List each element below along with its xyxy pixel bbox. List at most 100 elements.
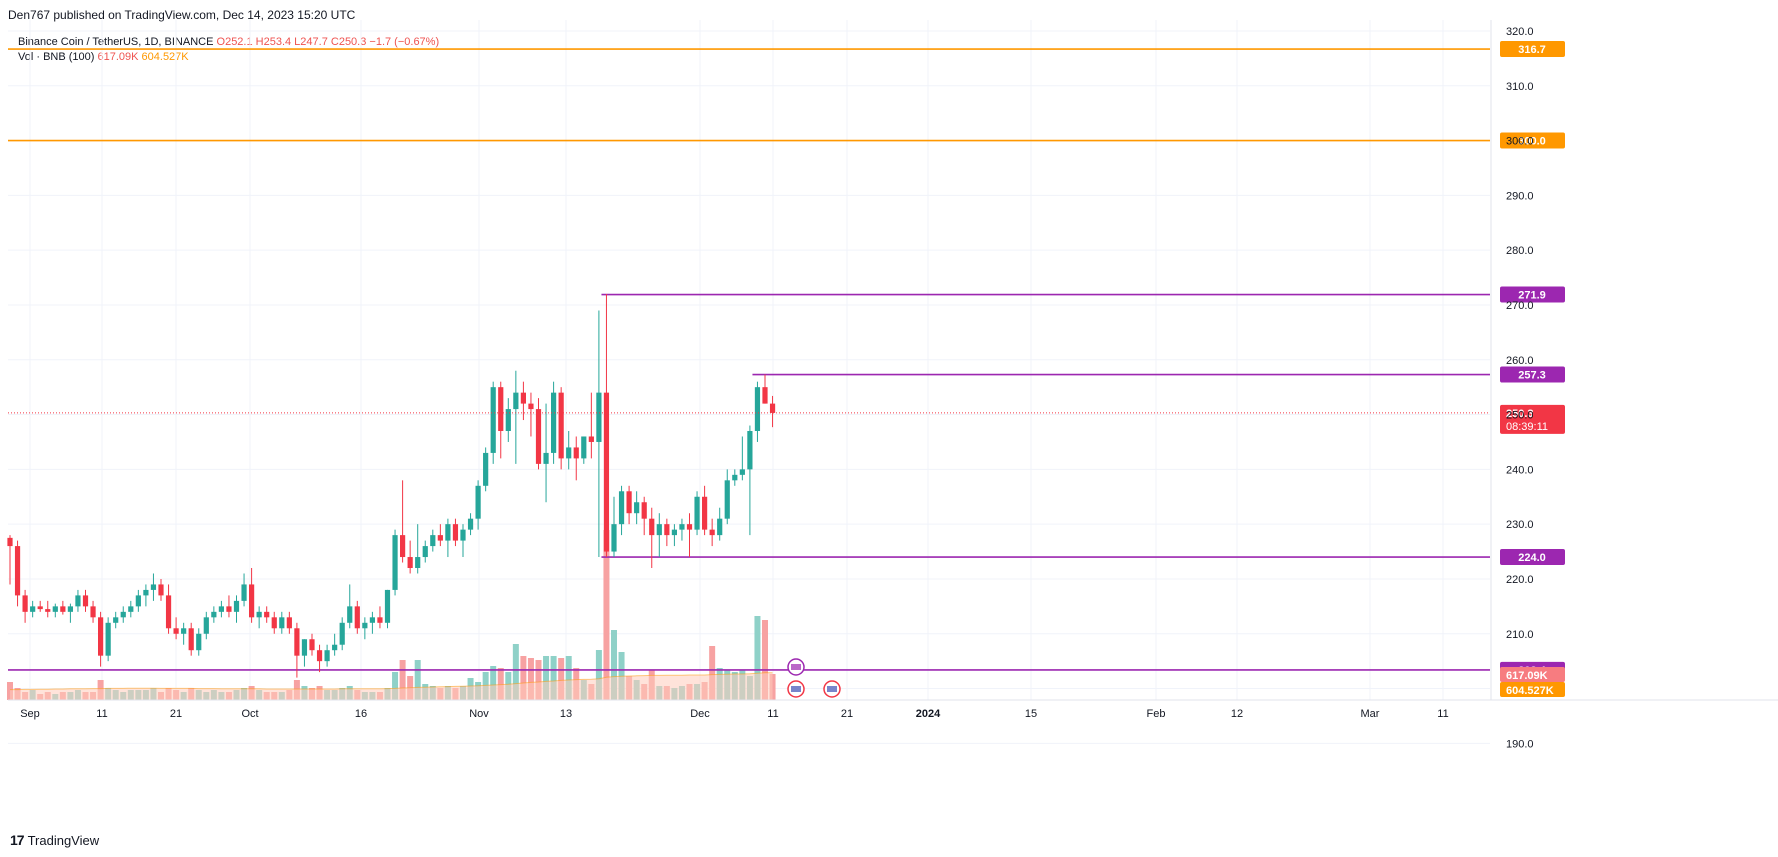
price-tick-label: 250.0 <box>1506 410 1534 422</box>
candle-body <box>732 474 738 481</box>
candle-body <box>135 595 141 607</box>
candle-body <box>14 546 21 596</box>
candle-body <box>513 392 519 410</box>
level-price-tag <box>1500 549 1565 566</box>
symbol-legend-row: Binance Coin / TetherUS, 1D, BINANCE O25… <box>18 35 439 50</box>
volume-bar <box>497 668 504 700</box>
candle-body <box>196 633 202 651</box>
candle-body <box>377 617 383 623</box>
price-tick-label: 240.0 <box>1506 464 1534 476</box>
candle-body <box>445 524 451 541</box>
volume-bar <box>565 656 572 700</box>
candle-body <box>566 447 572 459</box>
candle-body <box>203 617 209 634</box>
candle-body <box>754 387 761 431</box>
volume-indicator-label[interactable]: Vol · BNB (100) <box>18 51 95 63</box>
time-tick-label: 16 <box>355 708 367 720</box>
candle-body <box>483 452 489 486</box>
candle-body <box>641 502 647 519</box>
volume-ma-tag-label: 604.527K <box>1506 685 1554 697</box>
candle-body <box>475 485 481 519</box>
level-price-tag <box>1500 286 1565 303</box>
price-tick-label: 280.0 <box>1506 245 1534 257</box>
candle-body <box>233 600 240 612</box>
time-tick-label: 11 <box>96 708 107 720</box>
candle-body <box>671 529 677 536</box>
price-tick-label: 210.0 <box>1506 629 1534 641</box>
candle-body <box>505 409 511 431</box>
time-tick-label: 12 <box>1231 708 1243 720</box>
volume-legend-row: Vol · BNB (100) 617.09K 604.527K <box>18 50 439 65</box>
candle-body <box>211 611 217 618</box>
candle-body <box>573 447 579 459</box>
candle-body <box>264 611 270 618</box>
candle-body <box>22 595 28 612</box>
time-tick-label: 13 <box>560 708 572 720</box>
candle-body <box>596 392 602 442</box>
level-price-label: 316.7 <box>1518 44 1546 56</box>
candle-body <box>188 628 194 651</box>
candle-body <box>384 589 391 623</box>
candle-body <box>249 584 255 618</box>
time-tick-label: 21 <box>170 708 182 720</box>
candle-body <box>165 595 172 629</box>
price-tick-label: 190.0 <box>1506 738 1534 750</box>
candle-body <box>369 617 375 623</box>
candle-body <box>415 557 421 568</box>
candle-body <box>218 606 224 612</box>
candle-body <box>452 524 459 541</box>
price-tick-label: 290.0 <box>1506 190 1534 202</box>
tradingview-brand-text[interactable]: TradingView <box>27 832 100 848</box>
chart-grid <box>8 20 1492 744</box>
candle-body <box>543 452 549 464</box>
candle-body <box>528 403 534 410</box>
chart-legend: Binance Coin / TetherUS, 1D, BINANCE O25… <box>18 35 439 65</box>
candle-body <box>332 644 338 651</box>
candle-body <box>226 606 232 612</box>
candle-body <box>143 589 149 596</box>
candle-body <box>120 611 126 618</box>
candle-body <box>679 524 685 530</box>
candle-body <box>241 584 247 601</box>
volume-value-tag-label: 617.09K <box>1506 670 1548 682</box>
candle-body <box>324 650 330 662</box>
candle-body <box>717 518 723 536</box>
candle-body <box>618 491 625 525</box>
candle-body <box>37 606 43 610</box>
candle-body <box>702 496 708 530</box>
candle-body <box>279 617 285 629</box>
candle-body <box>294 628 300 656</box>
candle-body <box>498 387 504 431</box>
level-price-label: 257.3 <box>1518 370 1546 382</box>
volume-bar <box>550 656 557 700</box>
footer-brand: 17 TradingView <box>10 832 99 848</box>
volume-bar <box>754 616 761 700</box>
time-tick-label: 2024 <box>916 708 941 720</box>
candle-body <box>747 431 753 470</box>
candle-body <box>430 535 436 547</box>
candlesticks <box>7 294 776 678</box>
volume-value: 617.09K <box>97 51 139 63</box>
level-price-label: 224.0 <box>1518 552 1546 564</box>
candle-body <box>128 606 134 612</box>
candle-body <box>75 595 81 607</box>
last-price-tag <box>1500 404 1565 434</box>
price-tick-label: 320.0 <box>1506 26 1534 38</box>
candle-body <box>82 595 89 607</box>
candle-body <box>113 617 119 623</box>
time-axis: Sep 11 21 Oct 16 Nov 13 Dec 11 21 2024 15 Feb 12 Mar 11 <box>8 699 1778 720</box>
candle-body <box>762 387 768 404</box>
volume-bar <box>762 620 768 700</box>
candle-body <box>656 524 662 536</box>
candle-body <box>309 639 315 651</box>
candle-body <box>558 392 564 459</box>
candle-body <box>173 628 179 634</box>
symbol-title[interactable]: Binance Coin / TetherUS, 1D, BINANCE <box>18 36 214 48</box>
volume-bar <box>490 666 497 700</box>
candle-body <box>60 606 66 612</box>
publisher-header: Den767 published on TradingView.com, Dec… <box>8 8 356 22</box>
tradingview-logo[interactable]: 17 <box>10 832 25 848</box>
bar-countdown: 08:39:11 <box>1506 421 1548 433</box>
volume-ma-area <box>10 672 773 700</box>
